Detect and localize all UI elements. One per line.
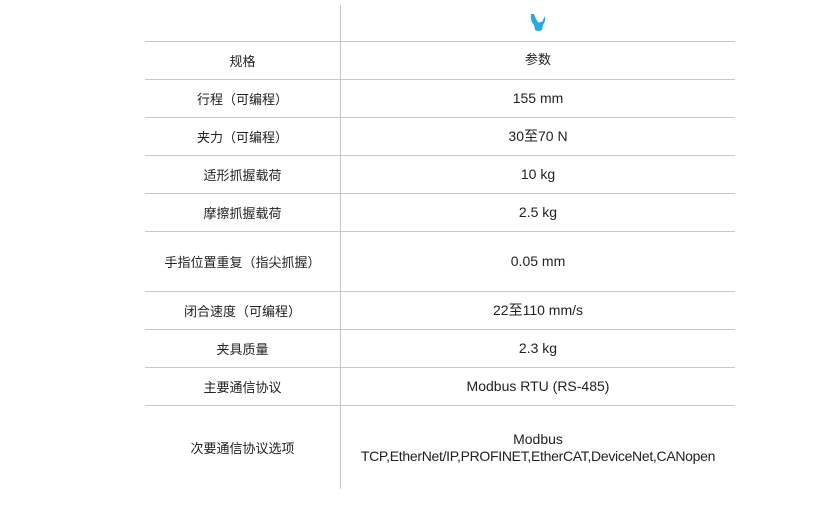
icon-cell (341, 5, 735, 41)
table-row: 手指位置重复（指尖抓握） 0.05 mm (145, 232, 735, 292)
table-row: 摩擦抓握载荷 2.5 kg (145, 194, 735, 232)
table-row: 次要通信协议选项 Modbus TCP,EtherNet/IP,PROFINET… (145, 406, 735, 489)
column-header-value: 参数 (524, 53, 551, 68)
table-row: 夹具质量 2.3 kg (145, 330, 735, 368)
value-cell: 10 kg (520, 166, 556, 182)
value-cell: 22至110 mm/s (493, 302, 583, 318)
spec-cell: 摩擦抓握载荷 (145, 194, 341, 231)
spec-cell: 行程（可编程） (145, 80, 341, 117)
table-row: 行程（可编程） 155 mm (145, 80, 735, 118)
value-cell: 30至70 N (508, 128, 568, 144)
table-row: 适形抓握载荷 10 kg (145, 156, 735, 194)
value-cell: Modbus TCP,EtherNet/IP,PROFINET,EtherCAT… (341, 406, 735, 489)
spec-cell: 主要通信协议 (145, 368, 341, 405)
value-cell: 155 mm (512, 90, 564, 106)
spec-cell: 次要通信协议选项 (145, 406, 341, 489)
spec-table: 规格 参数 行程（可编程） 155 mm 夹力（可编程） 30至70 N 适形抓… (145, 5, 735, 489)
table-row: 闭合速度（可编程） 22至110 mm/s (145, 292, 735, 330)
value-cell: 2.5 kg (518, 204, 558, 220)
value-cell: Modbus RTU (RS-485) (466, 378, 610, 394)
table-header-row: 规格 参数 (145, 42, 735, 80)
spec-cell: 闭合速度（可编程） (145, 292, 341, 329)
value-line-1: Modbus (513, 430, 563, 447)
gripper-icon (530, 14, 546, 31)
column-header-spec: 规格 (145, 42, 341, 79)
icon-row (145, 5, 735, 42)
spec-cell: 适形抓握载荷 (145, 156, 341, 193)
table-row: 夹力（可编程） 30至70 N (145, 118, 735, 156)
value-cell: 2.3 kg (518, 340, 558, 356)
empty-cell (145, 5, 341, 41)
spec-cell: 夹力（可编程） (145, 118, 341, 155)
value-line-2: TCP,EtherNet/IP,PROFINET,EtherCAT,Device… (360, 447, 716, 464)
table-row: 主要通信协议 Modbus RTU (RS-485) (145, 368, 735, 406)
spec-cell: 手指位置重复（指尖抓握） (145, 232, 341, 291)
spec-cell: 夹具质量 (145, 330, 341, 367)
value-cell: 0.05 mm (510, 253, 566, 269)
